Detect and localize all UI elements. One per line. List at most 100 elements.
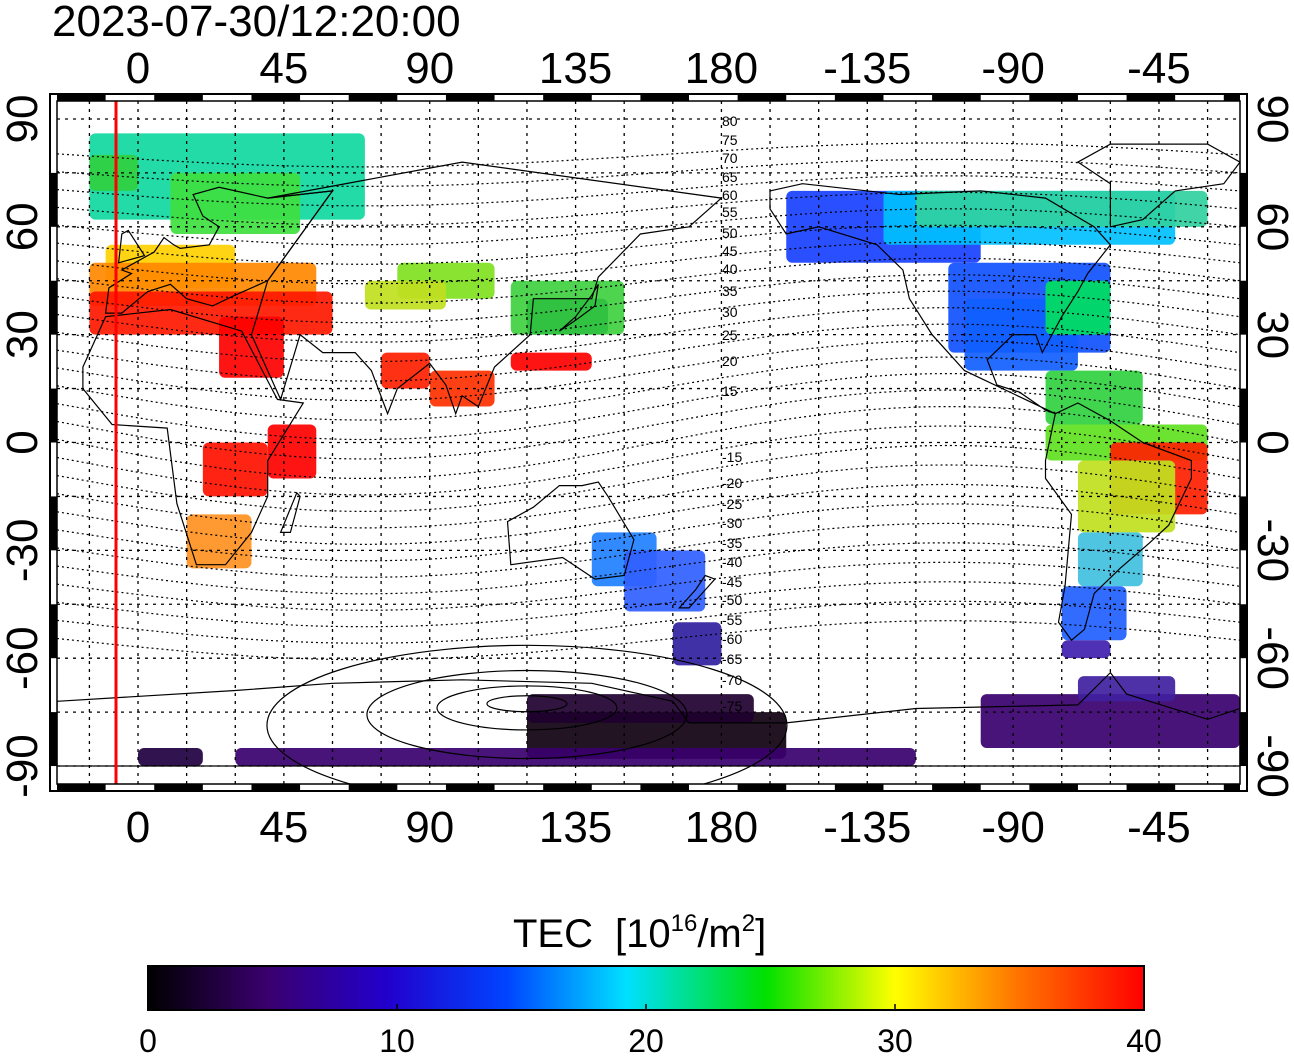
lat-tick-left: 0 [0, 430, 47, 454]
edge-bar-top [348, 94, 398, 101]
edge-bar-right [1240, 388, 1247, 443]
contour-label: -25 [722, 496, 742, 512]
edge-bar-bottom [445, 784, 495, 791]
lat-tick-left: -60 [0, 626, 47, 690]
contour-label: 65 [722, 169, 738, 185]
edge-bar-right [1240, 604, 1247, 659]
lat-tick-right: -90 [1248, 734, 1294, 798]
contour-line [57, 356, 1240, 421]
contour-label: 20 [722, 353, 738, 369]
edge-bar-bottom [154, 784, 203, 791]
edge-bar-bottom [932, 784, 981, 791]
contour-line [57, 464, 1240, 529]
contour-label: 55 [722, 204, 738, 220]
coastline [506, 481, 635, 580]
map-title: 2023-07-30/12:20:00 [52, 0, 461, 46]
lon-tick-top: -90 [981, 44, 1045, 93]
lon-tick-top: 180 [685, 44, 758, 93]
magnetic-latitude-contours [57, 142, 1240, 784]
lat-tick-right: 90 [1248, 94, 1294, 143]
tec-region [526, 298, 608, 335]
contour-label: 25 [722, 327, 738, 343]
contour-label: -45 [722, 574, 742, 590]
lon-tick-top: 45 [259, 44, 308, 93]
lon-ticks-bottom: 0 45 90 135 180 -135 -90 -45 [126, 803, 1191, 852]
lon-tick-bottom: -135 [823, 803, 911, 852]
contour-label: -75 [722, 698, 742, 714]
coastline [57, 671, 1240, 767]
colorbar-ticks: 0 10 20 30 40 [139, 1004, 1162, 1057]
lon-tick-bottom: 45 [259, 803, 308, 852]
edge-bar-top [445, 94, 495, 101]
contour-label: 15 [722, 383, 738, 399]
edge-bar-right [1240, 496, 1247, 551]
edge-bar-top [543, 94, 592, 101]
tec-region [138, 748, 203, 767]
edge-bar-bottom [834, 784, 884, 791]
coastline [279, 491, 301, 533]
colorbar-tick-label: 10 [379, 1023, 415, 1057]
contour-line [57, 483, 1240, 546]
tec-region [1077, 676, 1176, 702]
edge-bar-bottom [251, 784, 301, 791]
colorbar-tick-label: 0 [139, 1023, 157, 1057]
lon-tick-top: 0 [126, 44, 150, 93]
coastline [1044, 402, 1192, 642]
contour-label: 80 [722, 113, 738, 129]
edge-bar-bottom [1029, 784, 1078, 791]
edge-bar-left [50, 496, 57, 551]
tec-region [510, 352, 592, 371]
contour-label: 40 [722, 261, 738, 277]
lat-tick-left: 30 [0, 310, 47, 359]
lon-tick-top: 90 [405, 44, 454, 93]
contour-line [57, 389, 1240, 460]
edge-bar-bottom [1126, 784, 1176, 791]
contour-line [57, 323, 1240, 382]
lon-tick-bottom: 180 [685, 803, 758, 852]
lat-tick-right: 30 [1248, 310, 1294, 359]
contour-label: 45 [722, 243, 738, 259]
edge-bar-top [57, 94, 106, 101]
contour-line [57, 542, 1240, 595]
colorbar-label: TEC [513, 912, 593, 956]
edge-bar-right [1240, 712, 1247, 767]
contour-label: -40 [722, 554, 742, 570]
edge-bar-bottom [640, 784, 690, 791]
edge-bar-top [1223, 94, 1240, 101]
edge-bar-top [1126, 94, 1176, 101]
contour-line [57, 339, 1240, 402]
edge-bar-left [50, 604, 57, 659]
colorbar-tick-label: 40 [1126, 1023, 1162, 1057]
contour-label: -30 [722, 515, 742, 531]
edge-bar-top [737, 94, 787, 101]
edge-bar-top [834, 94, 884, 101]
colorbar-tick-label: 20 [628, 1023, 664, 1057]
lat-tick-left: -30 [0, 519, 47, 583]
map-gridlines [57, 101, 1240, 784]
contour-line [57, 142, 1240, 168]
edge-bar-left [50, 388, 57, 443]
colorbar-title: TEC [1016/m2] [513, 910, 766, 956]
lat-ticks-left: 90 60 30 0 -30 -60 -90 [0, 94, 47, 797]
contour-line [57, 425, 1240, 496]
contour-line [57, 372, 1240, 441]
contour-line [57, 307, 1240, 363]
coastline-layer [57, 143, 1240, 767]
lat-tick-right: 60 [1248, 202, 1294, 251]
contour-line [57, 503, 1240, 562]
colorbar-gradient [147, 965, 1145, 1011]
contour-label: -55 [722, 612, 742, 628]
tec-data-layer [89, 133, 1240, 767]
contour-label: 50 [722, 225, 738, 241]
tec-region [219, 316, 284, 378]
contour-label: -35 [722, 535, 742, 551]
lat-tick-left: 60 [0, 202, 47, 251]
lon-tick-bottom: -90 [981, 803, 1045, 852]
edge-bar-left [50, 280, 57, 335]
tec-region [915, 190, 1208, 227]
tec-region [980, 694, 1240, 749]
lat-ticks-right: 90 60 30 0 -30 -60 -90 [1248, 94, 1294, 797]
contour-label: -70 [722, 672, 742, 688]
